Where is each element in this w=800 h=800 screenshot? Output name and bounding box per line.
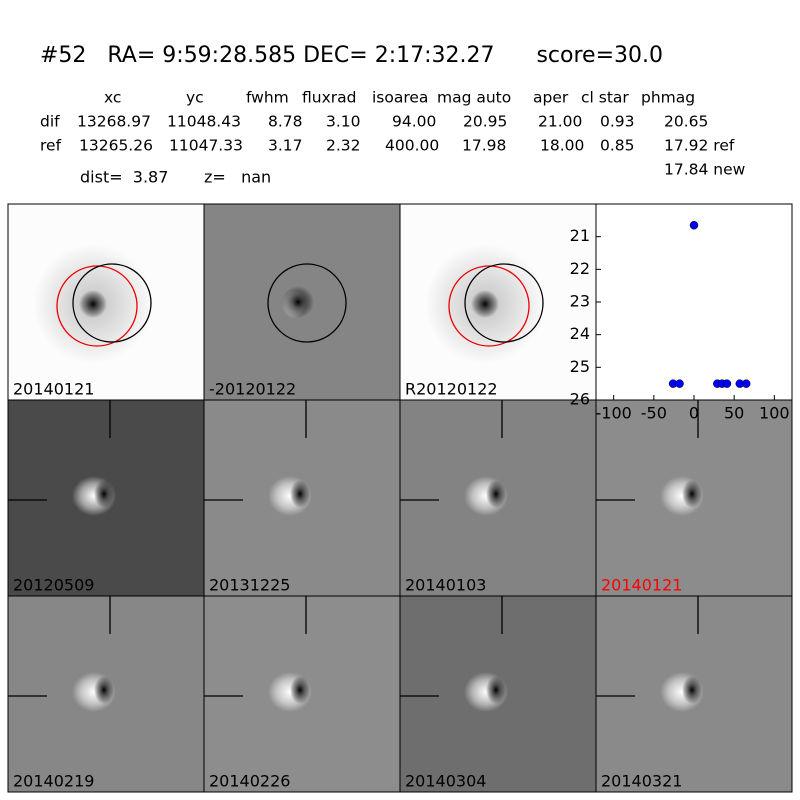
- x-tick-label: 0: [689, 404, 699, 423]
- source: [471, 290, 499, 318]
- table-cell: dif: [40, 113, 60, 131]
- stamp-label: 20131225: [209, 576, 290, 595]
- table-cell: 17.92 ref: [664, 137, 735, 155]
- table-cell: 21.00: [538, 113, 582, 131]
- dipole-black: [682, 676, 702, 704]
- table-cell: 20.95: [463, 113, 507, 131]
- table-cell: 2.32: [326, 137, 361, 155]
- table-cell: 20.65: [664, 113, 708, 131]
- y-tick-label: 23: [570, 292, 590, 311]
- column-header: phmag: [641, 89, 695, 107]
- y-tick-label: 22: [570, 259, 590, 278]
- column-header: fwhm: [246, 89, 289, 107]
- extra: 17.84 new: [664, 161, 746, 179]
- y-tick-label: 24: [570, 324, 590, 343]
- table-cell: 18.00: [540, 137, 584, 155]
- table-cell: 11047.33: [169, 137, 243, 155]
- table-cell: 3.10: [326, 113, 361, 131]
- source: [79, 290, 107, 318]
- column-header: cl star: [581, 89, 629, 107]
- stamp-label: R20120122: [405, 380, 498, 399]
- stamp-label: -20120122: [209, 380, 296, 399]
- point: [741, 379, 751, 388]
- circle-black: [464, 263, 544, 343]
- table-cell: ref: [40, 137, 62, 155]
- x-tick-label: 100: [759, 404, 790, 423]
- x-tick-label: 50: [724, 404, 744, 423]
- table-cell: 94.00: [392, 113, 436, 131]
- table-cell: 8.78: [268, 113, 303, 131]
- column-header: xc: [104, 89, 121, 107]
- y-tick-label: 26: [570, 390, 590, 409]
- table-cell: 17.98: [462, 137, 506, 155]
- circle-black: [72, 263, 152, 343]
- circle-red: [56, 265, 138, 347]
- table-cell: 11048.43: [167, 113, 241, 131]
- dipole-black: [486, 480, 506, 508]
- table-cell: 13265.26: [79, 137, 153, 155]
- table-cell: 0.85: [600, 137, 635, 155]
- stamp-label: 20140219: [13, 772, 94, 791]
- stamp-label: 20140103: [405, 576, 486, 595]
- x-tick-label: -100: [596, 404, 632, 423]
- circle-red: [448, 265, 530, 347]
- table-cell: 400.00: [385, 137, 439, 155]
- dipole-black: [682, 480, 702, 508]
- dipole-black: [486, 676, 506, 704]
- x-tick-label: -50: [641, 404, 667, 423]
- circle-black: [267, 263, 347, 343]
- stamp-label: 20140304: [405, 772, 486, 791]
- dist: dist= 3.87 z= nan: [80, 168, 271, 187]
- column-header: yc: [186, 89, 204, 107]
- stamp-label: 20140226: [209, 772, 290, 791]
- y-tick-label: 21: [570, 226, 590, 245]
- column-header: mag auto: [437, 89, 511, 107]
- stamp-label: 20140121: [13, 380, 94, 399]
- source: [282, 286, 314, 318]
- stamp-label: 20140321: [601, 772, 682, 791]
- dipole-black: [290, 480, 310, 508]
- stamp-label: 20120509: [13, 576, 94, 595]
- plot-area: [595, 203, 793, 401]
- point: [722, 379, 732, 388]
- table-cell: 3.17: [268, 137, 303, 155]
- dipole-black: [94, 480, 114, 508]
- dipole-black: [290, 676, 310, 704]
- table-cell: 0.93: [600, 113, 635, 131]
- dipole-black: [94, 676, 114, 704]
- column-header: aper: [533, 89, 569, 107]
- title: #52 RA= 9:59:28.585 DEC= 2:17:32.27 scor…: [40, 43, 663, 68]
- point: [675, 379, 684, 388]
- table-cell: 13268.97: [77, 113, 151, 131]
- y-tick-label: 25: [570, 357, 590, 376]
- point: [689, 220, 699, 230]
- column-header: isoarea: [372, 89, 428, 107]
- column-header: fluxrad: [302, 89, 356, 107]
- stamp-label: 20140121: [601, 576, 682, 595]
